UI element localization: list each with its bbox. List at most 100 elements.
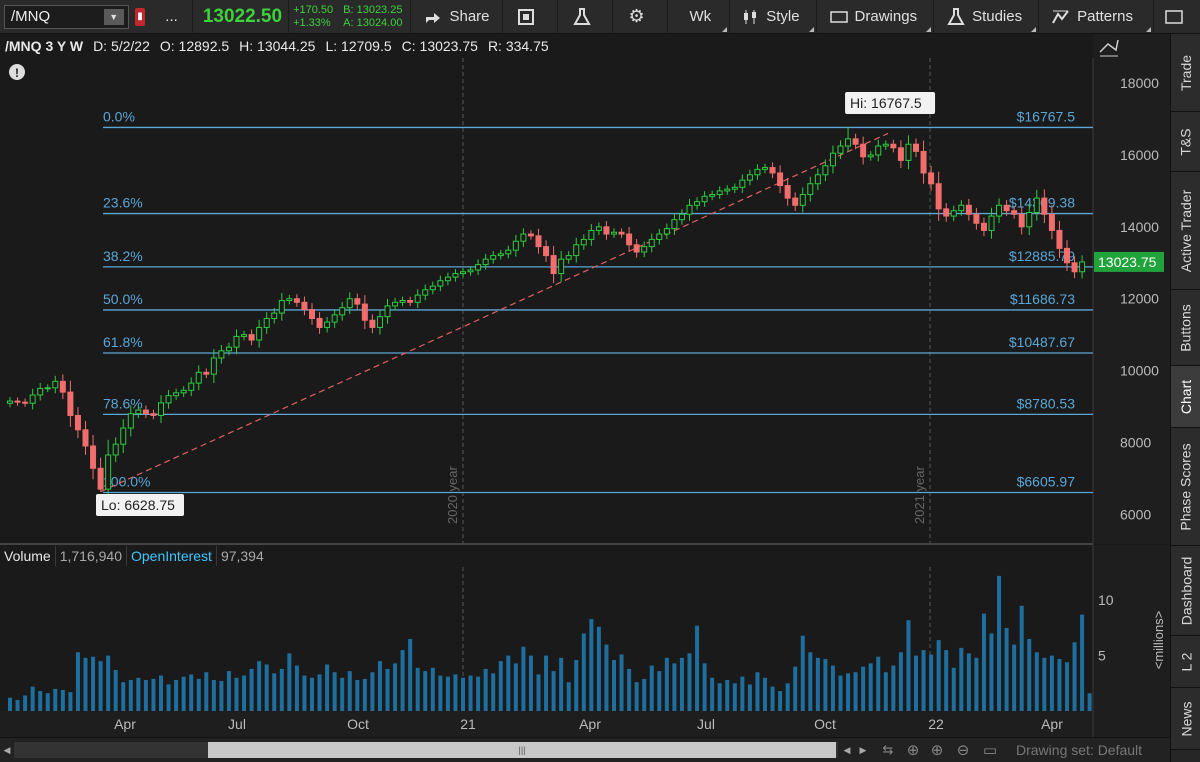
- scroll-next-icon[interactable]: ▶: [859, 744, 867, 755]
- price-tick-label: 8000: [1120, 434, 1151, 450]
- volume-bar: [370, 672, 375, 711]
- tab-dashboard[interactable]: Dashboard: [1171, 546, 1200, 636]
- price-axis[interactable]: [1093, 34, 1170, 544]
- tab-buttons[interactable]: Buttons: [1171, 290, 1200, 366]
- candle-body: [22, 401, 29, 404]
- volume-bar: [649, 665, 654, 711]
- candle-body: [1011, 210, 1018, 215]
- volume-bar: [400, 650, 405, 711]
- tab-phase-scores[interactable]: Phase Scores: [1171, 428, 1200, 546]
- alert-icon[interactable]: [9, 64, 25, 80]
- toolbar: /MNQ ▼ ▮ ... 13022.50 +170.50 +1.33% B: …: [0, 0, 1200, 34]
- volume-bar: [1034, 652, 1039, 711]
- tab-chart[interactable]: Chart: [1171, 366, 1200, 428]
- fib-level-pct: 38.2%: [103, 248, 143, 264]
- crosshair-icon[interactable]: ⊕: [906, 742, 920, 759]
- candle-body: [913, 143, 919, 152]
- volume-bar: [226, 671, 231, 711]
- candle-body: [784, 185, 791, 199]
- settings-button[interactable]: ⚙: [613, 0, 668, 34]
- candle-body: [361, 303, 368, 321]
- drawings-button[interactable]: Drawings: [817, 0, 935, 34]
- candle-body: [444, 276, 451, 282]
- candle-body: [165, 395, 172, 404]
- volume-bar: [732, 683, 737, 711]
- volume-bar: [944, 650, 949, 711]
- candles-icon: [740, 7, 760, 27]
- volume-bar: [672, 663, 677, 711]
- volume-bar: [91, 656, 96, 711]
- screenshot-icon[interactable]: ▭: [982, 742, 998, 759]
- last-price-tag-box: [1094, 251, 1164, 272]
- candle-body: [520, 233, 527, 242]
- candle-body: [203, 371, 210, 375]
- style-button[interactable]: Style: [730, 0, 817, 34]
- candle-body: [505, 249, 512, 255]
- candle-body: [414, 294, 421, 303]
- gear-icon: ⚙: [628, 6, 645, 26]
- chart-book-button[interactable]: [503, 0, 558, 34]
- volume-bar: [264, 664, 269, 711]
- panel-toggle-button[interactable]: [1154, 0, 1200, 34]
- candle-body: [988, 215, 995, 231]
- candle-body: [354, 298, 361, 305]
- tab-label: Buttons: [1178, 303, 1195, 352]
- volume-bar: [921, 650, 926, 711]
- candle-body: [845, 138, 852, 147]
- scroll-thumb[interactable]: |||: [208, 742, 836, 758]
- expand-icon[interactable]: ⇆: [882, 742, 894, 757]
- volume-bar: [981, 613, 986, 711]
- volume-bar: [823, 658, 828, 711]
- tab-active-trader[interactable]: Active Trader: [1171, 172, 1200, 290]
- tab-news[interactable]: News: [1171, 688, 1200, 750]
- candle-body: [97, 467, 104, 490]
- candle-body: [120, 427, 127, 445]
- volume-bar: [1042, 657, 1047, 711]
- timeline-scrollbar[interactable]: ◀ ||| ◀ ▶ ⇆ ⊕ ⊕ ⊖ ▭ Drawing set: Default: [0, 737, 1170, 762]
- volume-bar: [951, 667, 956, 711]
- volume-bar: [657, 671, 662, 711]
- candle-body: [656, 233, 663, 240]
- candle-body: [1064, 247, 1070, 264]
- zoom-in-icon[interactable]: ⊕: [930, 742, 944, 759]
- more-button[interactable]: ...: [151, 0, 193, 34]
- scroll-left-icon[interactable]: ◀: [3, 744, 11, 755]
- candle-body: [44, 387, 51, 390]
- symbol-selector[interactable]: /MNQ ▼: [4, 4, 129, 29]
- patterns-button[interactable]: Patterns: [1039, 0, 1154, 34]
- candle-body: [686, 204, 693, 215]
- candle-body: [890, 143, 897, 149]
- tab-l-2[interactable]: L 2: [1171, 636, 1200, 688]
- fib-trend-line[interactable]: [100, 132, 889, 493]
- volume-bar: [868, 663, 873, 711]
- studies-button[interactable]: Studies: [934, 0, 1040, 34]
- time-tick-label: Jul: [697, 716, 715, 732]
- candle-body: [595, 226, 602, 231]
- price-chart[interactable]: 0.0%$16767.523.6%$14369.3838.2%$12885.79…: [0, 0, 1170, 737]
- timeframe-button[interactable]: Wk: [668, 0, 731, 34]
- flask-button[interactable]: [558, 0, 613, 34]
- candle-body: [369, 319, 376, 328]
- candle-body: [195, 371, 202, 384]
- volume-bar: [619, 654, 624, 711]
- candle-body: [301, 301, 308, 310]
- drawing-set-label[interactable]: Drawing set: Default: [1016, 742, 1143, 758]
- candle-body: [29, 394, 36, 404]
- share-button[interactable]: Share: [411, 0, 503, 34]
- tab-t-s[interactable]: T&S: [1171, 112, 1200, 172]
- price-tick-label: 6000: [1120, 506, 1151, 522]
- candle-body: [648, 238, 655, 248]
- chevron-down-icon[interactable]: ▼: [103, 8, 124, 25]
- tab-trade[interactable]: Trade: [1171, 34, 1200, 112]
- candle-body: [920, 150, 927, 174]
- trend-tool-icon[interactable]: [1099, 39, 1119, 53]
- alert-badge-icon[interactable]: ▮: [134, 7, 146, 26]
- scroll-prev-icon[interactable]: ◀: [843, 744, 851, 755]
- volume-bar: [498, 661, 503, 711]
- candle-body: [59, 380, 66, 393]
- volume-bar: [861, 666, 866, 711]
- panel-icon: [1164, 7, 1184, 27]
- price-tick-label: 16000: [1120, 147, 1159, 163]
- zoom-out-icon[interactable]: ⊖: [956, 742, 970, 759]
- volume-bar: [8, 697, 12, 711]
